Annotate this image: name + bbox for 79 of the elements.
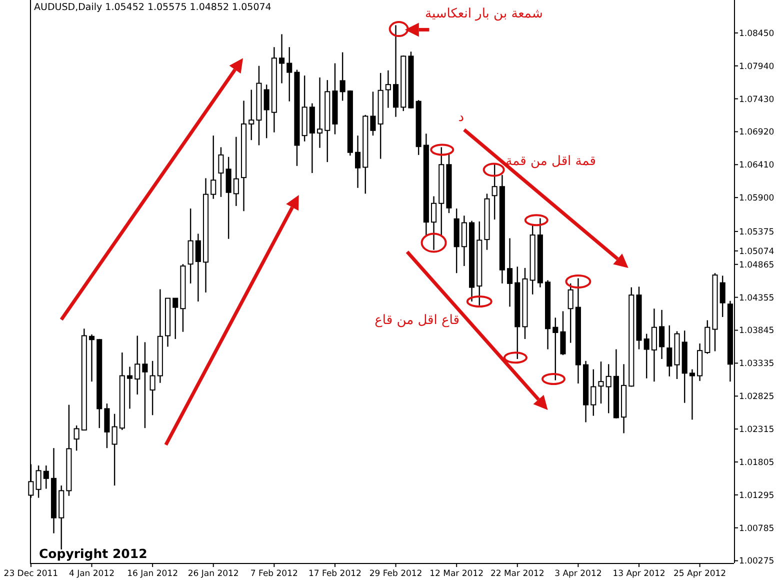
y-tick-label: 1.02825 bbox=[739, 392, 774, 402]
x-tick-label: 29 Feb 2012 bbox=[369, 569, 422, 579]
x-tick-label: 26 Jan 2012 bbox=[188, 569, 239, 579]
annotation: Copyright 2012 bbox=[39, 546, 148, 561]
y-tick-label: 1.06410 bbox=[739, 160, 774, 171]
y-tick-label: 1.05375 bbox=[739, 227, 774, 238]
candlestick bbox=[651, 308, 657, 382]
candlestick bbox=[104, 402, 110, 449]
candlestick bbox=[590, 368, 596, 416]
candlestick bbox=[644, 333, 650, 379]
x-tick-label: 13 Apr 2012 bbox=[612, 569, 666, 579]
candlestick bbox=[286, 46, 292, 102]
candlestick bbox=[340, 52, 346, 102]
candlestick bbox=[233, 136, 239, 207]
y-tick-label: 1.05900 bbox=[739, 194, 774, 204]
x-tick-label: 3 Apr 2012 bbox=[554, 569, 602, 579]
candlestick bbox=[598, 360, 604, 404]
y-tick-label: 1.04355 bbox=[739, 293, 774, 304]
candlestick bbox=[226, 156, 232, 240]
x-tick-label: 25 Apr 2012 bbox=[674, 569, 726, 579]
candlestick bbox=[218, 146, 224, 198]
candlestick bbox=[172, 298, 178, 340]
candlestick bbox=[370, 91, 376, 136]
chart-title: AUDUSD,Daily 1.05452 1.05575 1.04852 1.05074 bbox=[34, 2, 272, 13]
candlestick bbox=[195, 233, 201, 302]
x-tick-label: 7 Feb 2012 bbox=[250, 569, 298, 579]
annotation: قاع اقل من قاع bbox=[374, 312, 460, 328]
x-tick-label: 23 Dec 2011 bbox=[4, 569, 58, 579]
candlestick bbox=[507, 238, 513, 308]
y-tick-label: 1.02315 bbox=[739, 425, 774, 436]
candlestick bbox=[354, 134, 361, 188]
candlestick bbox=[461, 215, 467, 267]
candlestick bbox=[385, 70, 391, 108]
x-tick-label: 4 Jan 2012 bbox=[68, 569, 115, 579]
candlestick bbox=[720, 275, 726, 318]
candlestick bbox=[248, 89, 254, 141]
candlestick bbox=[150, 360, 156, 416]
candlestick bbox=[88, 334, 95, 382]
candlestick bbox=[568, 282, 574, 344]
candlestick bbox=[560, 310, 566, 356]
y-tick-label: 1.05074 bbox=[739, 246, 774, 257]
annotation: شمعة بن بار انعكاسية bbox=[425, 6, 543, 22]
y-tick-label: 1.07940 bbox=[739, 62, 774, 72]
candlestick bbox=[126, 366, 133, 410]
candlestick bbox=[689, 368, 695, 420]
y-tick-label: 1.03335 bbox=[739, 359, 774, 370]
candlestick bbox=[264, 84, 270, 139]
annotation: د bbox=[458, 110, 464, 126]
y-tick-label: 1.00275 bbox=[739, 556, 774, 567]
candlestick bbox=[552, 317, 558, 381]
y-tick-label: 1.01295 bbox=[739, 490, 774, 501]
candlestick bbox=[606, 364, 612, 414]
candlestick bbox=[74, 424, 80, 452]
x-tick-label: 17 Feb 2012 bbox=[308, 569, 362, 579]
candlestick bbox=[392, 24, 399, 118]
candlestick bbox=[112, 413, 118, 486]
y-tick-label: 1.03845 bbox=[739, 326, 774, 336]
candlestick bbox=[134, 335, 140, 396]
annotation: قمة اقل من قمة bbox=[506, 154, 596, 170]
candlestick bbox=[188, 208, 194, 284]
x-tick-label: 16 Jan 2012 bbox=[127, 569, 178, 579]
candlestick bbox=[210, 134, 216, 200]
candlestick bbox=[431, 196, 437, 250]
candlestick bbox=[666, 324, 672, 378]
y-tick-label: 1.07430 bbox=[739, 94, 774, 105]
y-tick-label: 1.08450 bbox=[739, 28, 774, 39]
candlestick bbox=[659, 309, 665, 360]
candlestick bbox=[36, 464, 42, 498]
candlestick bbox=[278, 34, 285, 84]
x-tick-label: 12 Mar 2012 bbox=[430, 569, 484, 579]
candlestick bbox=[492, 163, 498, 220]
y-tick-label: 1.01805 bbox=[739, 458, 774, 468]
y-tick-label: 1.04865 bbox=[739, 260, 774, 270]
y-tick-label: 1.00785 bbox=[739, 524, 774, 534]
y-tick-label: 1.06920 bbox=[739, 128, 774, 138]
x-tick-label: 22 Mar 2012 bbox=[490, 569, 544, 579]
candlestick bbox=[316, 76, 323, 148]
candlestick bbox=[142, 342, 148, 429]
candlestick bbox=[43, 464, 49, 490]
